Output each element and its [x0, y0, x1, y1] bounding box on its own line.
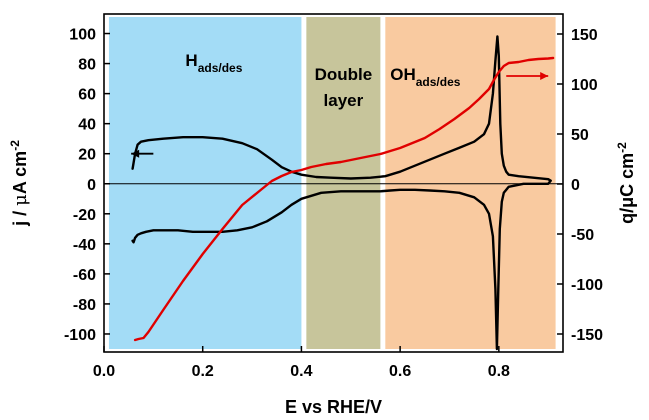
- arrow-left-head: [131, 149, 140, 158]
- annotation-layer: [131, 72, 549, 158]
- y-right-tick-label: -50: [571, 227, 594, 244]
- region-label-hads-main: H: [185, 51, 197, 70]
- y-left-tick-label: 20: [78, 147, 96, 164]
- region-label-hads: Hads/des: [185, 51, 242, 75]
- y-left-tick-label: -100: [64, 327, 96, 344]
- y-right-title-main: q/μC cm: [617, 153, 637, 224]
- y-left-tick-label: -20: [73, 207, 96, 224]
- y-left-tick-label: 0: [87, 177, 96, 194]
- arrow-right-head: [540, 72, 549, 80]
- ticks-layer: 0.0 0.2 0.4 0.6 0.8 100 80 60 40 20 0 -20 -40 -60 -80 -…: [64, 27, 603, 380]
- x-tick-label: 0.0: [93, 363, 115, 380]
- region-label-double-layer-line: layer: [324, 91, 364, 110]
- current-curve-black: [131, 35, 552, 351]
- region-2-background: [306, 17, 381, 349]
- x-tick-label: 0.2: [192, 363, 214, 380]
- series-layer: [131, 35, 555, 351]
- region-label-ohads-main: OH: [390, 65, 416, 84]
- plot-frame: [103, 13, 564, 353]
- y-right-tick-label: -150: [571, 327, 603, 344]
- x-tick-label: 0.6: [389, 363, 411, 380]
- y-right-tick-label: -100: [571, 277, 603, 294]
- region-label-hads-sub: ads/des: [198, 61, 243, 75]
- region-label-ohads-sub: ads/des: [416, 75, 461, 89]
- y-right-tick-label: 50: [571, 127, 589, 144]
- y-left-tick-label: 80: [78, 57, 96, 74]
- y-left-tick-label: 60: [78, 87, 96, 104]
- charge-curve-red: [133, 56, 555, 342]
- y-left-tick-label: 40: [78, 117, 96, 134]
- region-label-double-layer-line: Double: [315, 65, 373, 84]
- y-left-tick-label: 100: [69, 27, 96, 44]
- region-label-ohads: OHads/des: [390, 65, 461, 89]
- y-right-tick-label: 100: [571, 77, 598, 94]
- y-left-tick-label: -60: [73, 267, 96, 284]
- x-tick-label: 0.8: [488, 363, 510, 380]
- x-tick-label: 0.4: [290, 363, 312, 380]
- y-axis-left-title: j / μA cm-2: [8, 140, 31, 227]
- y-left-title-unit: A cm: [10, 151, 30, 194]
- y-left-title-mu: μ: [10, 194, 31, 206]
- y-axis-right-title: q/μC cm-2: [615, 142, 637, 224]
- y-left-title-main: j /: [10, 206, 30, 227]
- y-right-tick-label: 150: [571, 27, 598, 44]
- y-right-tick-label: 0: [571, 177, 580, 194]
- y-left-title-sup: -2: [8, 140, 22, 151]
- y-left-tick-label: -80: [73, 297, 96, 314]
- x-axis-title: E vs RHE/V: [285, 397, 382, 417]
- y-left-tick-label: -40: [73, 237, 96, 254]
- y-right-title-sup: -2: [615, 142, 629, 153]
